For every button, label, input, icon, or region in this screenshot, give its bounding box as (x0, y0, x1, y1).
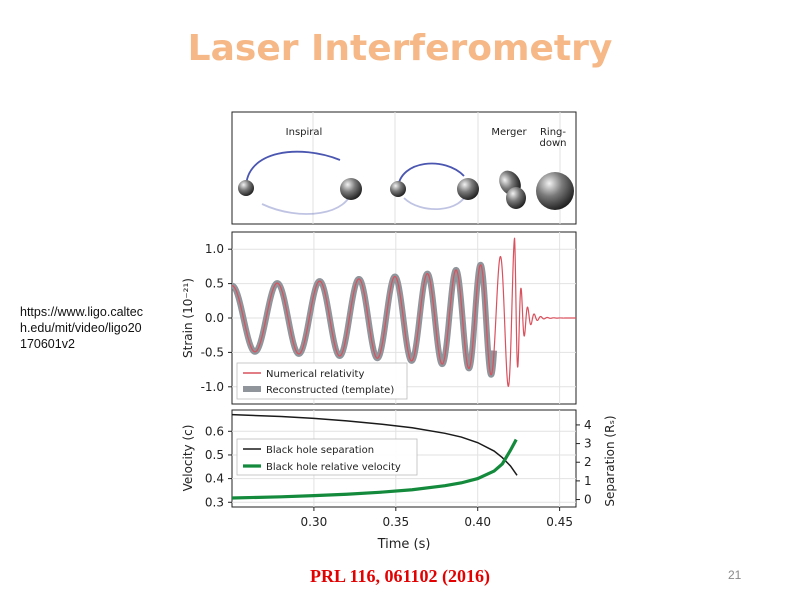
separation-y-tick-label: 1 (584, 474, 592, 488)
separation-y-tick-label: 0 (584, 493, 592, 507)
black-hole-icon (238, 180, 254, 196)
velocity-legend: Black hole separation Black hole relativ… (236, 438, 418, 476)
numerical-relativity-series-line (232, 237, 576, 387)
ringdown-black-hole-icon (536, 172, 574, 210)
velocity-y-ticks: 0.6 0.5 0.4 0.3 (205, 424, 232, 509)
phase-label-merger: Merger (491, 127, 527, 138)
velocity-series-line (232, 438, 518, 500)
legend-label-separation: Black hole separation (266, 445, 374, 456)
strain-y-tick-label: -0.5 (201, 345, 224, 359)
velocity-y-axis-label: Velocity (c) (181, 425, 195, 492)
strain-y-ticks: 1.0 0.5 0.0 -0.5 -1.0 (201, 242, 232, 394)
separation-y-axis-label: Separation (Rₛ) (603, 415, 617, 506)
velocity-legend-box (236, 438, 418, 476)
time-x-ticks: 0.30 0.35 0.40 0.45 (301, 507, 573, 529)
velocity-panel: 0.6 0.5 0.4 0.3 4 3 2 1 0 0.30 0.35 0.40 0.45 Velo… (181, 409, 617, 552)
slide-number: 21 (728, 568, 742, 582)
source-url: https://www.ligo.caltech.edu/mit/video/l… (20, 305, 143, 351)
strain-y-axis-label: Strain (10⁻²¹) (181, 278, 195, 358)
separation-y-tick-label: 2 (584, 455, 592, 469)
strain-y-tick-label: 0.0 (205, 311, 224, 325)
strain-y-tick-label: 1.0 (205, 242, 224, 256)
orbit-path-1 (245, 150, 341, 189)
black-hole-icon (340, 178, 362, 200)
strain-y-tick-label: 0.5 (205, 277, 224, 291)
separation-y-tick-label: 3 (584, 437, 592, 451)
velocity-y-tick-label: 0.4 (205, 472, 224, 486)
legend-label-template: Reconstructed (template) (266, 385, 394, 396)
velocity-y-tick-label: 0.5 (205, 448, 224, 462)
black-hole-icon (457, 178, 479, 200)
legend-label-velocity: Black hole relative velocity (266, 462, 401, 473)
phase-label-ringdown: Ring-down (540, 127, 567, 149)
velocity-y-tick-label: 0.3 (205, 495, 224, 509)
time-x-tick-label: 0.45 (546, 515, 573, 529)
separation-y-ticks: 4 3 2 1 0 (576, 418, 592, 507)
strain-panel: 1.0 0.5 0.0 -0.5 -1.0 Strain (10⁻²¹) Numeric… (181, 231, 577, 405)
orbit-path-2 (397, 162, 465, 189)
strain-legend: Numerical relativity Reconstructed (temp… (236, 362, 408, 400)
legend-label-numerical-relativity: Numerical relativity (266, 369, 364, 380)
illustration-panel: Inspiral Merger Ring-down (231, 111, 577, 225)
merger-icon (506, 187, 526, 209)
separation-y-tick-label: 4 (584, 418, 592, 432)
separation-series-line (232, 413, 518, 476)
black-hole-icon (390, 181, 406, 197)
strain-legend-box (236, 362, 408, 400)
slide-title: Laser Interferometry (187, 28, 613, 69)
phase-label-inspiral: Inspiral (286, 127, 323, 138)
strain-y-tick-label: -1.0 (201, 380, 224, 394)
time-x-tick-label: 0.40 (464, 515, 491, 529)
time-x-tick-label: 0.35 (382, 515, 409, 529)
reference-citation: PRL 116, 061102 (2016) (309, 566, 490, 586)
time-x-tick-label: 0.30 (301, 515, 328, 529)
velocity-y-tick-label: 0.6 (205, 424, 224, 438)
time-x-axis-label: Time (s) (377, 537, 431, 552)
